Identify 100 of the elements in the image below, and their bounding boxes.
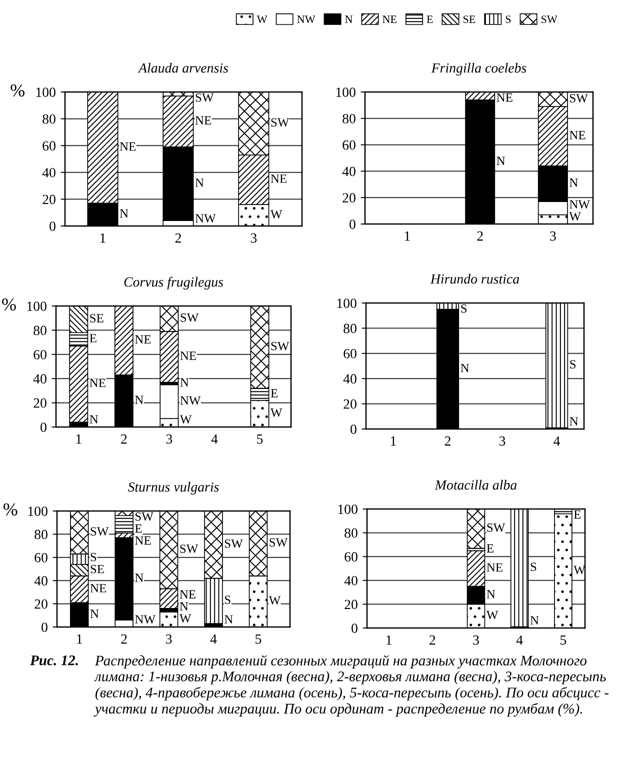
y-tick-label: 100 [338, 504, 358, 514]
text: E [90, 334, 96, 342]
y-tick-label: 20 [344, 399, 356, 409]
series-label: S [90, 552, 96, 562]
text: Рис. 12. [30, 655, 78, 666]
x-tick-label: 1 [386, 635, 392, 645]
series-label: NE [486, 563, 502, 572]
text: NE [270, 174, 286, 183]
series-label: SE [90, 564, 104, 574]
text: W [574, 566, 586, 574]
y-axis-title: % [2, 298, 16, 311]
x-tick-label: 2 [444, 436, 450, 446]
series-label: W [486, 610, 498, 620]
legend-label: NE [382, 16, 396, 23]
series-label: N [90, 610, 99, 618]
series-label: NE [570, 131, 586, 140]
y-tick-label: 20 [344, 600, 358, 610]
x-tick-label: 3 [250, 233, 257, 243]
legend-label: NW [297, 16, 316, 24]
x-tick-label: 3 [499, 436, 506, 446]
series-label: E [135, 524, 142, 533]
x-tick-label: 3 [550, 231, 556, 241]
y-tick-label: 20 [342, 193, 356, 203]
text: SW [270, 538, 288, 547]
y-tick-label: 20 [34, 599, 48, 609]
series-label: S [530, 562, 536, 572]
y-tick-label: 0 [350, 424, 356, 434]
x-tick-label: 2 [175, 233, 181, 243]
text: E [574, 510, 581, 519]
y-axis-title: % [4, 503, 18, 516]
chart-title: Corvus frugilegus [124, 276, 224, 290]
series-label: N [180, 378, 189, 386]
y-tick-label: 0 [350, 220, 356, 229]
chart-title: Fringilla coelebs [431, 62, 526, 76]
series-label: S [461, 304, 466, 313]
x-tick-label: 1 [100, 233, 106, 243]
y-tick-label: 0 [352, 624, 358, 633]
x-tick-label: 4 [554, 436, 560, 446]
legend-label: W [256, 16, 268, 24]
text: SW [271, 342, 290, 350]
chart-title: Hirundo rustica [430, 274, 520, 284]
text: SW [196, 93, 214, 102]
legend-label: SE [463, 16, 476, 24]
x-tick-label: 5 [256, 634, 262, 644]
text: N [195, 178, 204, 187]
y-tick-label: 20 [42, 194, 56, 204]
x-tick-label: 3 [473, 635, 479, 645]
series-label: E [486, 544, 494, 552]
x-tick-label: 1 [405, 231, 410, 241]
text: NE [496, 93, 512, 102]
text: N [135, 396, 144, 404]
y-tick-label: 40 [34, 576, 48, 586]
y-tick-label: 60 [34, 350, 46, 360]
y-tick-label: 0 [50, 222, 56, 231]
x-tick-label: 5 [257, 434, 263, 444]
chart-title: Motacilla alba [434, 480, 517, 490]
x-tick-label: 4 [211, 434, 218, 444]
y-tick-label: 100 [28, 506, 48, 516]
text: N [180, 602, 188, 610]
x-tick-label: 3 [166, 634, 172, 644]
legend-label: S [506, 16, 511, 24]
text: N [496, 156, 506, 165]
y-tick-label: 100 [27, 302, 46, 311]
x-tick-label: 1 [391, 436, 396, 446]
series-label: E [270, 389, 278, 398]
series-label: NW [135, 615, 156, 624]
series-label: N [570, 178, 578, 187]
y-tick-label: 60 [344, 348, 356, 358]
chart-title: Sturnus vulgaris [128, 482, 219, 495]
text: W [270, 210, 282, 218]
x-tick-label: 2 [430, 635, 436, 645]
y-tick-label: 40 [42, 168, 56, 178]
x-tick-label: 3 [166, 434, 172, 444]
y-tick-label: 40 [344, 576, 358, 586]
text: N [120, 209, 128, 218]
x-tick-label: 2 [477, 231, 483, 241]
series-label: N [460, 364, 470, 372]
text: N [530, 616, 539, 624]
x-tick-label: 1 [77, 634, 82, 644]
legend-label: E [426, 16, 433, 23]
series-label: N [486, 590, 496, 598]
y-tick-label: 0 [42, 622, 48, 632]
series-label: SE [90, 314, 104, 322]
text: NE [90, 378, 106, 388]
y-tick-label: 80 [34, 530, 48, 540]
y-tick-label: 60 [34, 552, 48, 562]
x-tick-label: 4 [516, 635, 523, 645]
text: NE [180, 590, 196, 598]
text: W [268, 596, 281, 605]
legend-label: SW [542, 16, 558, 24]
x-tick-label: 5 [560, 635, 566, 645]
series-label: NW [180, 396, 201, 405]
text: SW [224, 539, 243, 548]
text: N [135, 574, 144, 582]
series-label: W [179, 614, 192, 623]
series-label: NE [90, 584, 106, 592]
series-label: W [569, 212, 581, 221]
y-tick-label: 60 [342, 140, 356, 150]
series-label: SW [180, 544, 198, 554]
text: S [570, 360, 576, 368]
